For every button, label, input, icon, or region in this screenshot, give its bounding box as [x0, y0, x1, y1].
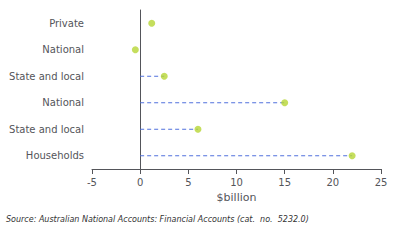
svg-text:State and local: State and local [9, 124, 84, 135]
svg-text:Private: Private [49, 18, 84, 29]
svg-text:State and local: State and local [9, 71, 84, 82]
svg-text:5: 5 [185, 177, 191, 188]
svg-text:25: 25 [375, 177, 388, 188]
svg-text:-5: -5 [87, 177, 97, 188]
svg-text:20: 20 [326, 177, 339, 188]
svg-text:0: 0 [137, 177, 143, 188]
svg-text:National: National [42, 97, 84, 108]
svg-text:National: National [42, 44, 84, 55]
svg-text:15: 15 [278, 177, 291, 188]
svg-text:Source: Australian National Ac: Source: Australian National Accounts: Fi… [6, 215, 309, 224]
svg-text:Households: Households [26, 150, 84, 161]
svg-text:$billion: $billion [217, 191, 257, 204]
svg-text:10: 10 [230, 177, 243, 188]
